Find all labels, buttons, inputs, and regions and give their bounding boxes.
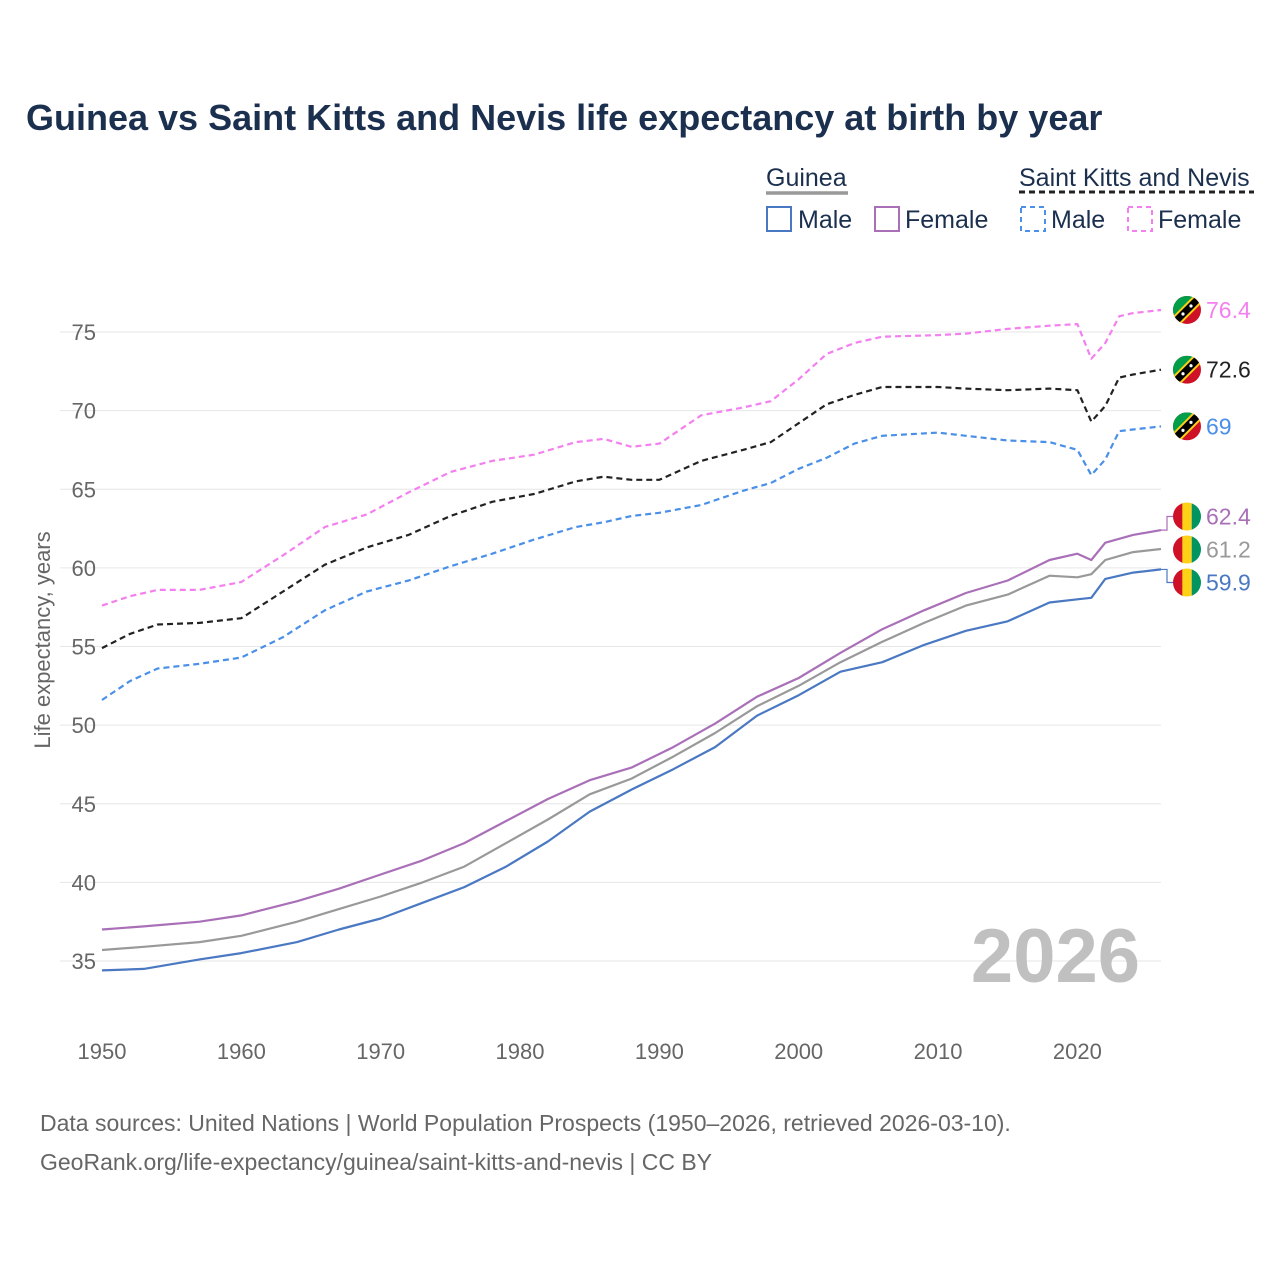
end-marker-saint-kitts-and-nevis-both: 72.6 xyxy=(1173,355,1251,384)
y-tick-label: 35 xyxy=(72,949,96,974)
connector-line xyxy=(1161,515,1173,531)
flag-icon xyxy=(1173,355,1201,384)
year-watermark: 2026 xyxy=(971,914,1140,999)
end-value-label: 69 xyxy=(1206,413,1232,439)
legend-guinea-male-swatch xyxy=(766,206,792,232)
legend-skn-male-label: Male xyxy=(1051,206,1105,234)
y-tick-label: 40 xyxy=(72,870,96,895)
y-tick-label: 55 xyxy=(72,635,96,660)
legend-group-guinea: Guinea xyxy=(766,164,847,192)
flag-icon xyxy=(1173,568,1201,597)
x-tick-label: 1980 xyxy=(496,1039,545,1064)
y-tick-label: 75 xyxy=(72,320,96,345)
end-value-label: 61.2 xyxy=(1206,537,1251,563)
end-value-label: 76.4 xyxy=(1206,297,1251,323)
series-line-guinea-both xyxy=(101,547,1162,952)
y-tick-label: 50 xyxy=(72,713,96,738)
flag-icon xyxy=(1173,412,1201,441)
end-marker-saint-kitts-and-nevis-male: 69 xyxy=(1173,412,1232,441)
legend-guinea-female-label: Female xyxy=(905,206,988,234)
x-tick-label: 2010 xyxy=(914,1039,963,1064)
chart-title: Guinea vs Saint Kitts and Nevis life exp… xyxy=(26,97,1102,138)
connector-line xyxy=(1161,568,1173,584)
source-line-2: GeoRank.org/life-expectancy/guinea/saint… xyxy=(40,1149,712,1175)
x-tick-label: 1990 xyxy=(635,1039,684,1064)
legend-skn-male-swatch xyxy=(1020,206,1046,232)
source-line-1: Data sources: United Nations | World Pop… xyxy=(40,1110,1011,1136)
grid xyxy=(60,331,1161,962)
y-tick-label: 60 xyxy=(72,556,96,581)
end-marker-saint-kitts-and-nevis-female: 76.4 xyxy=(1173,295,1251,324)
y-tick-label: 65 xyxy=(72,477,96,502)
series-lines xyxy=(101,308,1162,972)
end-marker-guinea-male: 59.9 xyxy=(1161,568,1251,597)
flag-icon xyxy=(1173,295,1201,324)
x-tick-label: 1950 xyxy=(78,1039,127,1064)
end-value-label: 59.9 xyxy=(1206,570,1251,596)
flag-icon xyxy=(1173,502,1201,531)
series-line-guinea-male xyxy=(101,568,1162,972)
y-tick-label: 70 xyxy=(72,399,96,424)
x-tick-label: 1970 xyxy=(356,1039,405,1064)
end-marker-guinea-female: 62.4 xyxy=(1161,502,1251,531)
y-axis-ticks: 35 40 45 50 55 60 65 70 75 xyxy=(72,320,96,974)
legend: Guinea Male Female Saint Kitts and Nevis… xyxy=(766,164,1254,234)
legend-skn-female-swatch xyxy=(1127,206,1153,232)
x-tick-label: 2020 xyxy=(1053,1039,1102,1064)
x-tick-label: 2000 xyxy=(774,1039,823,1064)
x-tick-label: 1960 xyxy=(217,1039,266,1064)
legend-guinea-male-label: Male xyxy=(798,206,852,234)
y-tick-label: 45 xyxy=(72,792,96,817)
legend-group-skn: Saint Kitts and Nevis xyxy=(1019,164,1250,192)
series-line-saint-kitts-and-nevis-both xyxy=(101,368,1162,650)
end-markers: 76.4 72.6 69 62.4 61.2 59.9 xyxy=(1161,295,1251,597)
flag-icon xyxy=(1173,535,1201,564)
end-value-label: 62.4 xyxy=(1206,504,1251,530)
series-line-guinea-female xyxy=(101,529,1162,931)
legend-skn-female-label: Female xyxy=(1158,206,1241,234)
series-line-saint-kitts-and-nevis-male xyxy=(101,425,1162,701)
y-axis-label: Life expectancy, years xyxy=(30,531,55,748)
end-value-label: 72.6 xyxy=(1206,357,1251,383)
x-axis-ticks: 1950 1960 1970 1980 1990 2000 2010 2020 xyxy=(78,1039,1102,1064)
end-marker-guinea-both: 61.2 xyxy=(1173,535,1251,564)
legend-guinea-female-swatch xyxy=(874,206,900,232)
series-line-saint-kitts-and-nevis-female xyxy=(101,308,1162,607)
